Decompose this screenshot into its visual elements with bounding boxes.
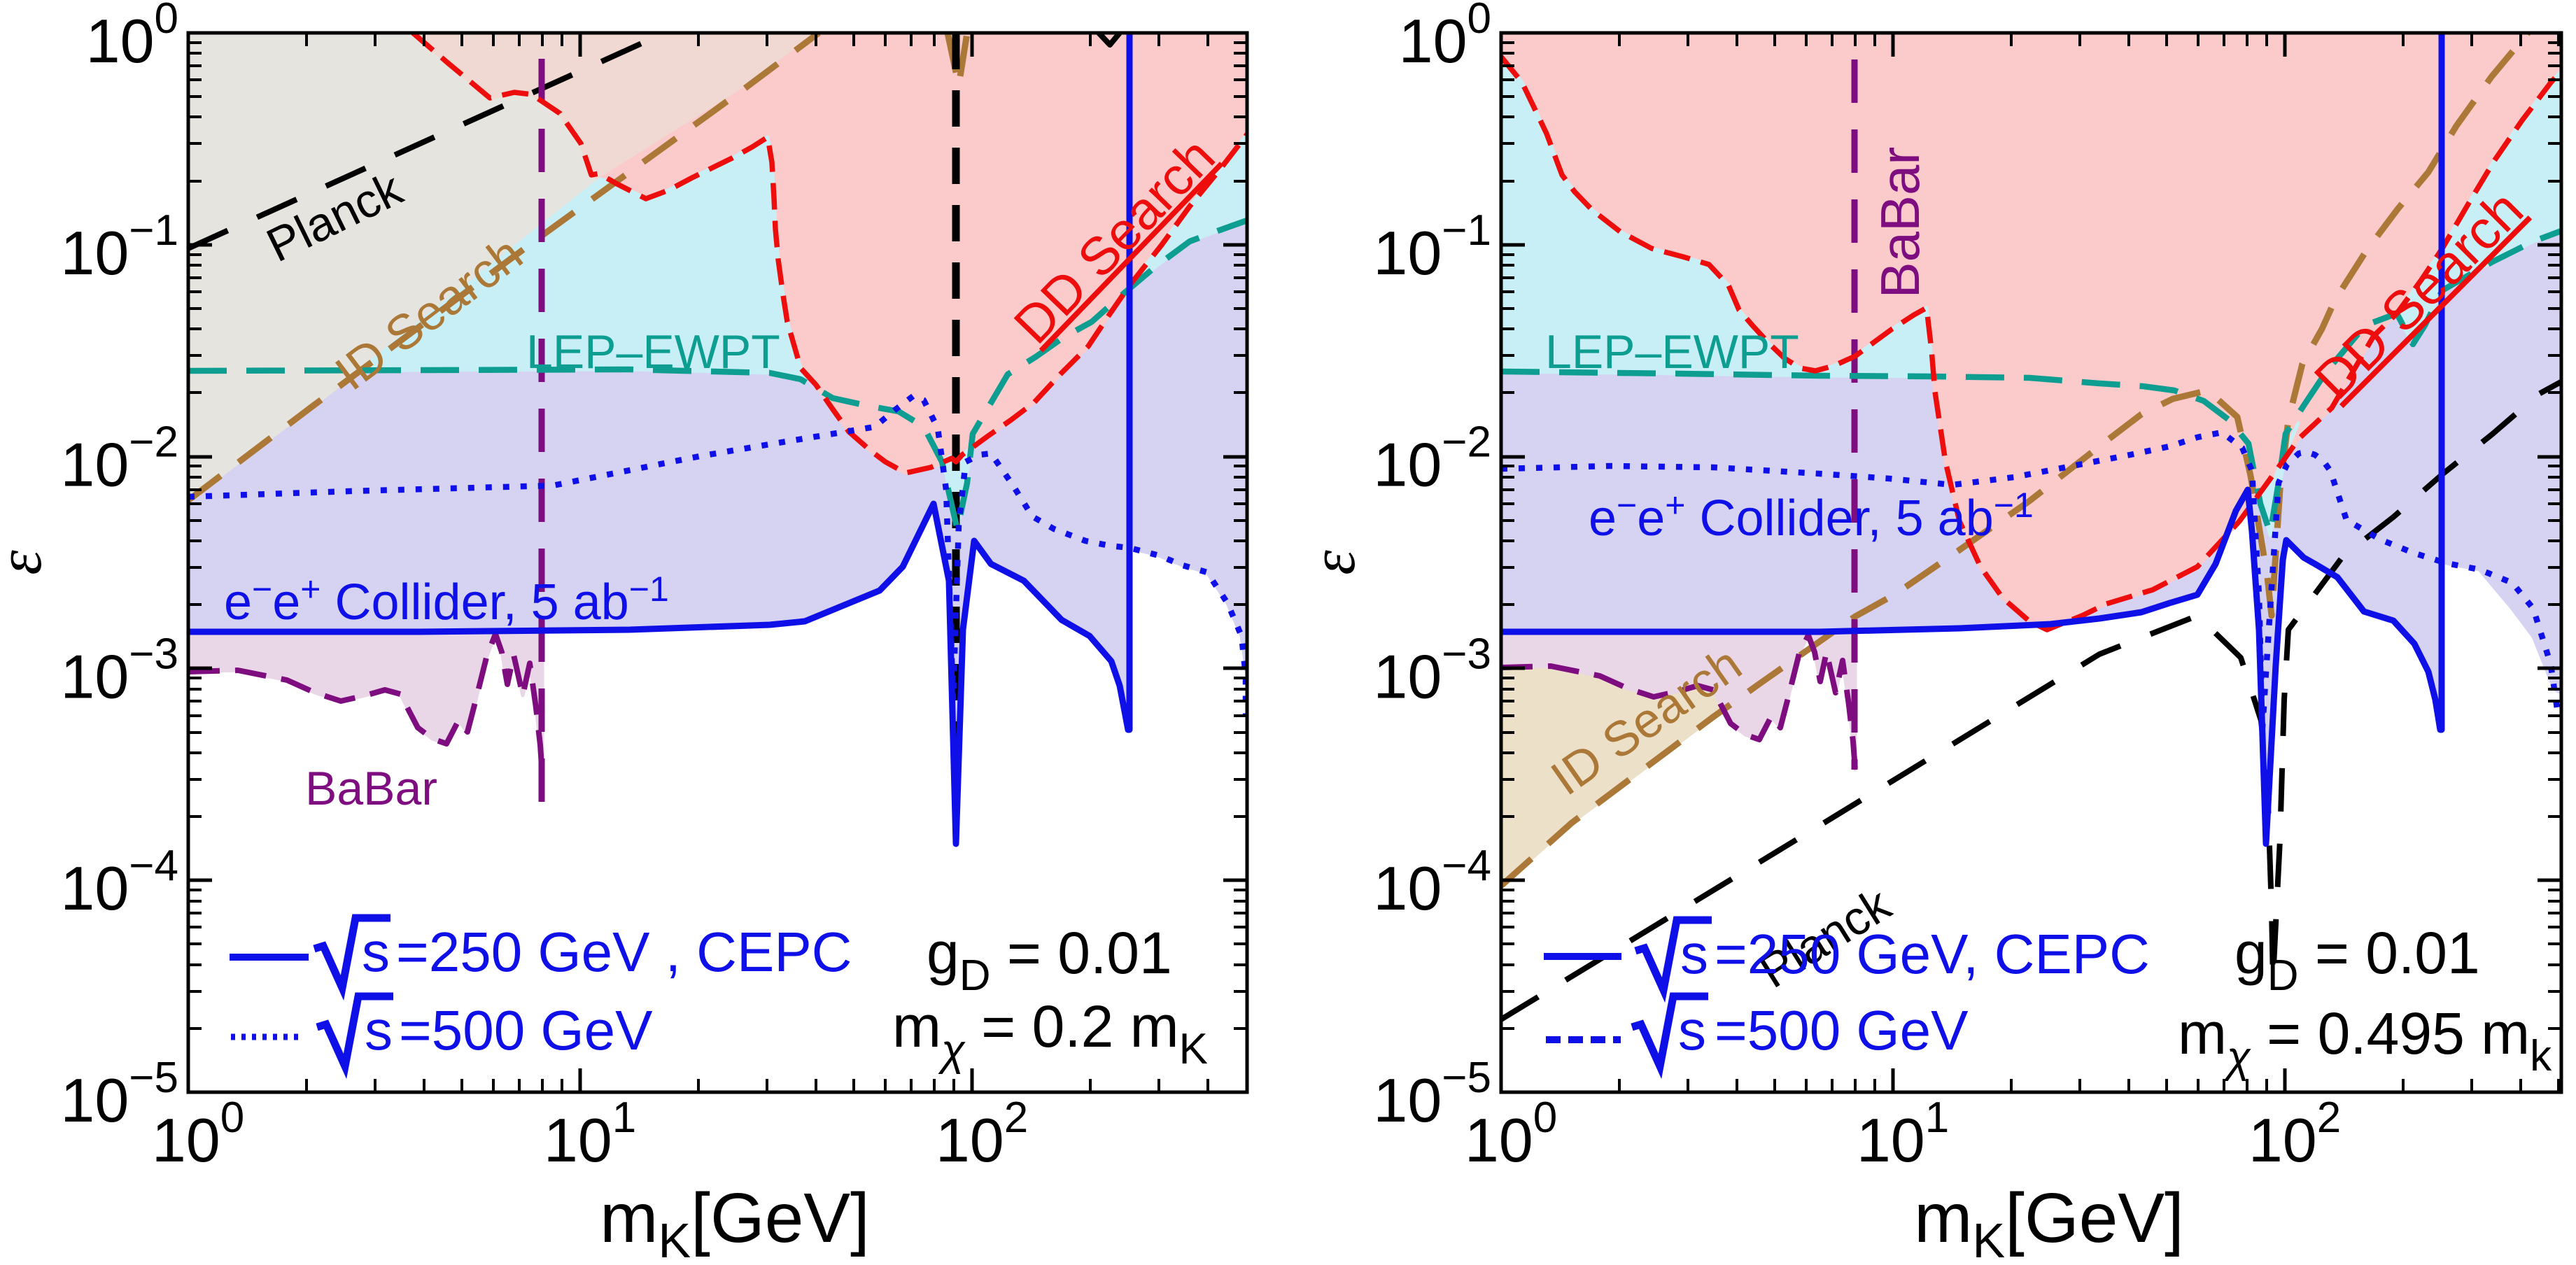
svg-text:mK[GeV]: mK[GeV]: [600, 1179, 870, 1265]
svg-text:s: s: [1678, 999, 1706, 1061]
svg-text:10−3: 10−3: [60, 630, 178, 711]
svg-text:=500 GeV: =500 GeV: [1715, 999, 1969, 1061]
svg-text:10−4: 10−4: [1373, 842, 1491, 923]
svg-text:ε: ε: [1299, 550, 1368, 575]
svg-text:e−e+ Collider, 5 ab−1: e−e+ Collider, 5 ab−1: [224, 570, 669, 630]
svg-text:LEP–EWPT: LEP–EWPT: [1545, 325, 1799, 379]
svg-text:=250 GeV, CEPC: =250 GeV, CEPC: [1715, 923, 2150, 985]
svg-text:mK[GeV]: mK[GeV]: [1914, 1179, 2184, 1265]
svg-text:=250 GeV , CEPC: =250 GeV , CEPC: [396, 921, 852, 983]
svg-text:s: s: [365, 999, 393, 1061]
svg-text:e−e+ Collider, 5 ab−1: e−e+ Collider, 5 ab−1: [1589, 486, 2034, 546]
svg-text:s: s: [362, 921, 390, 983]
svg-text:LEP–EWPT: LEP–EWPT: [526, 325, 780, 379]
svg-text:BaBar: BaBar: [1869, 147, 1931, 299]
svg-text:=500 GeV: =500 GeV: [399, 999, 653, 1061]
svg-text:10−2: 10−2: [60, 418, 178, 500]
svg-text:ε: ε: [0, 550, 55, 575]
svg-text:10−1: 10−1: [60, 206, 178, 288]
svg-text:s: s: [1680, 923, 1708, 985]
svg-text:10−1: 10−1: [1373, 206, 1491, 288]
svg-text:10−5: 10−5: [60, 1054, 178, 1135]
svg-text:BaBar: BaBar: [305, 762, 437, 815]
